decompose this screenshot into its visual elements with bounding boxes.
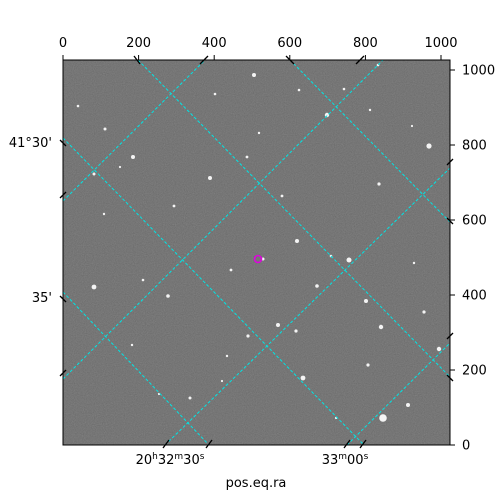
top-tick-label: 600 (277, 36, 302, 51)
star (220, 379, 224, 383)
star (92, 172, 96, 176)
grid-line (63, 291, 210, 445)
star (141, 278, 145, 282)
star (252, 73, 256, 77)
star (276, 323, 280, 327)
wcs-tick (59, 369, 67, 377)
coordinate-grid (63, 60, 450, 445)
star (379, 414, 387, 422)
grid-line (289, 60, 450, 223)
star (172, 204, 176, 208)
wcs-tick (355, 55, 365, 65)
wcs-tick (446, 332, 454, 340)
top-tick-label: 200 (126, 36, 151, 51)
right-tick-label: 1000 (462, 64, 495, 79)
star (208, 176, 212, 180)
star (166, 294, 170, 298)
star (246, 334, 250, 338)
wcs-tick (162, 439, 170, 449)
star (294, 329, 298, 333)
star (426, 143, 432, 149)
plot-frame (62, 59, 451, 446)
star (366, 363, 370, 367)
star (102, 212, 106, 216)
star (225, 354, 229, 358)
top-tick-label: 0 (59, 36, 67, 51)
star (410, 124, 414, 128)
right-tick-label: 0 (462, 439, 470, 454)
wcs-tick (205, 439, 213, 449)
star (131, 155, 135, 159)
grid-line (63, 137, 365, 445)
star (188, 396, 192, 400)
wcs-tick (285, 55, 295, 65)
star (342, 87, 346, 91)
star (364, 299, 368, 303)
star (280, 194, 284, 198)
top-tick-label: 800 (353, 36, 378, 51)
wcs-tick (133, 55, 141, 65)
grid-line (164, 167, 450, 445)
star (297, 88, 301, 92)
dec-tick-label: 41°30' (9, 136, 52, 151)
star (315, 284, 319, 288)
top-tick-label: 400 (202, 36, 227, 51)
star (436, 346, 442, 352)
grid-line (63, 60, 384, 380)
wcs-tick (359, 439, 367, 449)
star (76, 104, 80, 108)
star (103, 127, 107, 131)
star (368, 108, 372, 112)
wcs-tick (59, 191, 67, 199)
star (118, 165, 122, 169)
wcs-tick (59, 295, 67, 303)
star-field (76, 63, 442, 422)
star (300, 375, 306, 381)
right-tick-label: 200 (462, 364, 487, 379)
x-axis-label: pos.eq.ra (226, 476, 287, 491)
top-tick-label: 1000 (424, 36, 457, 51)
star (377, 182, 381, 186)
star (213, 92, 217, 96)
wcs-tick (446, 374, 454, 382)
grid-line (63, 60, 206, 202)
star (412, 261, 416, 265)
star (130, 343, 134, 347)
grid-line (137, 60, 450, 378)
dec-tick-label: 35' (32, 291, 52, 306)
sky-noise (63, 60, 450, 445)
wcs-tick (343, 439, 351, 449)
star (406, 403, 410, 407)
right-tick-label: 600 (462, 214, 487, 229)
right-tick-label: 400 (462, 289, 487, 304)
star (229, 268, 233, 272)
wcs-tick (446, 217, 454, 225)
star (257, 131, 261, 135)
star (261, 257, 265, 261)
star (346, 257, 352, 263)
ra-tick-label: 33m00s (322, 452, 369, 468)
star (295, 239, 299, 243)
star (422, 310, 426, 314)
star (378, 324, 384, 330)
star (91, 284, 97, 290)
wcs-tick (199, 55, 209, 65)
right-tick-label: 800 (462, 139, 487, 154)
target-marker (253, 254, 263, 264)
wcs-tick (59, 139, 67, 147)
wcs-tick (446, 158, 454, 166)
axis-ticks (59, 55, 455, 449)
ra-tick-label: 20h32m30s (136, 452, 205, 468)
star (245, 155, 249, 159)
star (324, 112, 330, 118)
